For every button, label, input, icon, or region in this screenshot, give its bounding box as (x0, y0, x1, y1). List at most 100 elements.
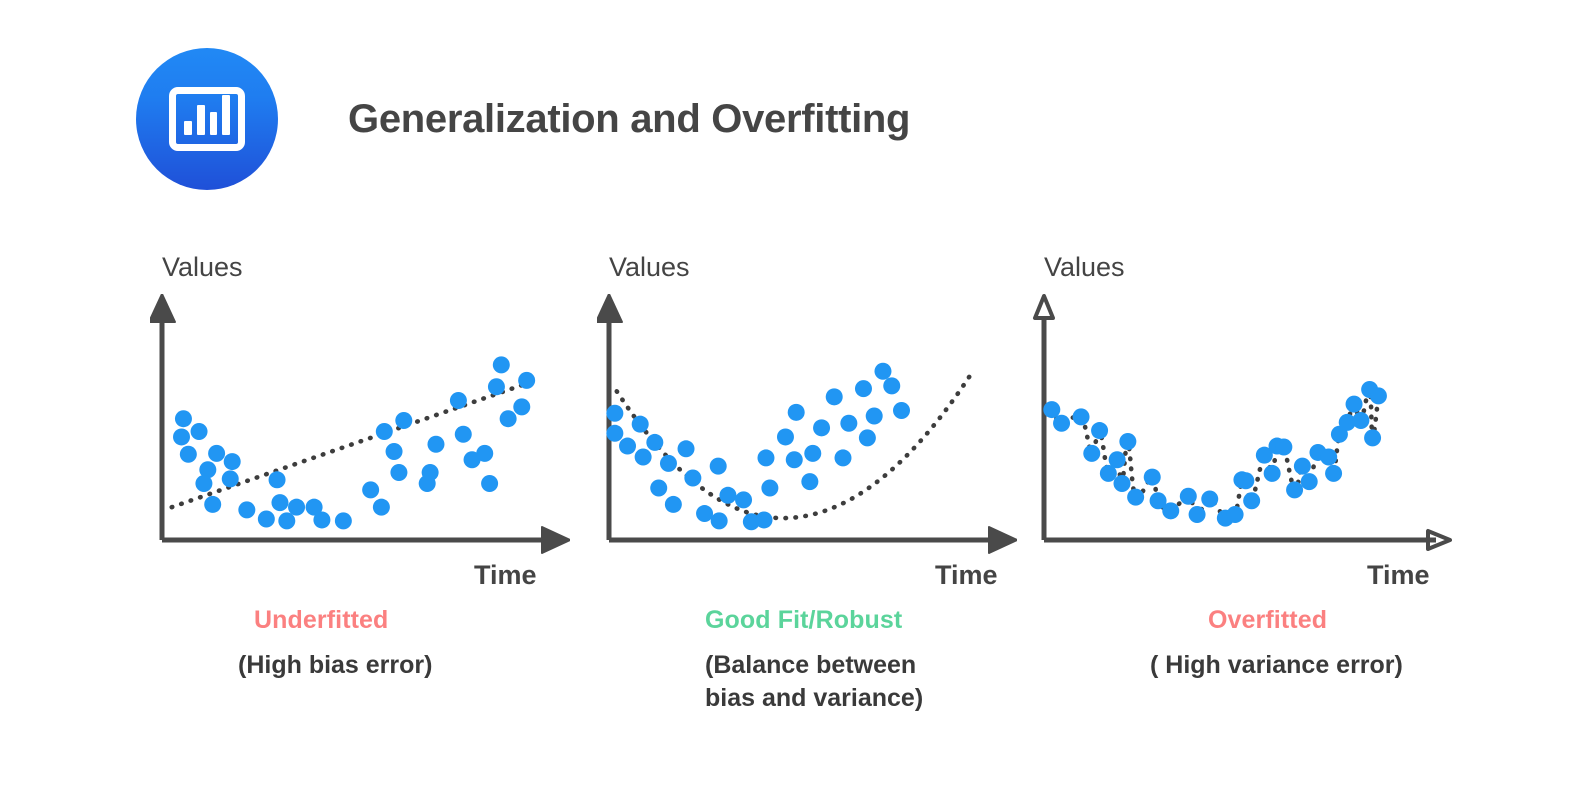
data-point (677, 440, 695, 458)
data-point (375, 422, 393, 440)
data-point (513, 398, 531, 416)
data-point (1325, 464, 1343, 482)
data-point (1162, 502, 1180, 520)
linear-fit-dotted-line (169, 380, 530, 510)
data-point (1201, 490, 1219, 508)
caption-title: Overfitted (1208, 606, 1328, 634)
logo-frame (169, 87, 245, 151)
caption-title: Underfitted (254, 606, 389, 634)
data-point (776, 428, 794, 446)
data-point (1345, 395, 1363, 413)
data-point (664, 495, 682, 513)
data-point (305, 498, 323, 516)
data-point (874, 362, 892, 380)
data-point (659, 454, 677, 472)
scatter-plot-overfitted (1033, 294, 1452, 551)
data-point (1369, 387, 1387, 405)
data-point (173, 428, 190, 446)
x-axis-label: Time (474, 560, 537, 590)
data-point (1043, 401, 1061, 419)
data-point (362, 481, 380, 499)
logo-bar-2 (196, 105, 205, 135)
data-point (518, 371, 536, 389)
data-point (858, 429, 876, 447)
data-point (813, 419, 831, 437)
data-point (195, 474, 213, 492)
data-point (710, 512, 728, 530)
x-axis-arrowhead (988, 526, 1017, 554)
data-point (1364, 429, 1382, 447)
data-point (427, 435, 445, 453)
logo-bar-1 (184, 121, 192, 135)
data-point (385, 443, 403, 461)
data-point (372, 498, 390, 516)
y-axis-label: Values (1044, 252, 1125, 282)
data-point (646, 433, 664, 451)
data-point (1119, 433, 1137, 450)
data-point (1300, 473, 1318, 491)
data-point (1188, 505, 1206, 523)
data-point (606, 424, 624, 442)
data-point (825, 388, 843, 406)
caption-subtitle: (Balance between bias and variance) (705, 650, 924, 713)
data-point (190, 422, 208, 440)
data-point (418, 474, 436, 492)
data-point (288, 498, 306, 516)
chart-panel-underfitted: Values Time Underfitted (High bias error… (150, 252, 590, 752)
data-point (1263, 464, 1281, 482)
data-point (804, 444, 822, 462)
data-point (1243, 492, 1261, 510)
chart-panel-good-fit: Values Time Good Fit/Robust (Balance bet… (597, 252, 1037, 752)
bar-chart-icon (136, 48, 278, 190)
data-point (199, 461, 217, 479)
data-point (481, 474, 499, 492)
data-point (755, 511, 773, 529)
page-header: Generalization and Overfitting (136, 48, 911, 190)
y-axis-label: Values (162, 252, 243, 282)
data-point (696, 505, 714, 523)
data-point (634, 448, 652, 466)
caption-title: Good Fit/Robust (705, 606, 903, 634)
data-point (271, 494, 289, 512)
data-point (883, 377, 901, 395)
data-point (334, 512, 352, 530)
data-point (1113, 474, 1131, 492)
data-point (1286, 481, 1304, 499)
data-point (492, 356, 510, 374)
caption-underfitted: Underfitted (High bias error) (150, 606, 694, 682)
caption-good-fit: Good Fit/Robust (Balance between bias an… (597, 606, 1145, 716)
data-point (221, 470, 239, 488)
data-point (834, 449, 852, 467)
quadratic-fit-dotted-curve (614, 367, 976, 521)
data-point (499, 410, 517, 428)
data-point (1179, 487, 1197, 505)
data-point (840, 414, 858, 432)
data-point (1320, 448, 1338, 466)
y-axis-label: Values (609, 252, 690, 282)
data-point (395, 412, 413, 430)
data-point (1143, 468, 1161, 486)
data-point (893, 402, 910, 419)
data-point (650, 479, 668, 497)
data-point (1053, 414, 1071, 432)
chart-panel-overfitted: Values Time Overfitted ( High variance e… (1032, 252, 1472, 752)
data-point (174, 410, 192, 428)
data-point (1072, 408, 1090, 426)
x-axis-arrowhead (541, 526, 570, 554)
x-axis-arrowhead (1426, 529, 1452, 551)
data-point (1237, 472, 1255, 490)
data-point (1338, 413, 1356, 431)
data-point (606, 404, 624, 422)
data-point (257, 510, 275, 528)
data-point (735, 491, 753, 509)
data-point (476, 444, 494, 462)
data-point (223, 453, 241, 471)
data-point (761, 479, 779, 497)
data-point (742, 513, 760, 531)
data-point (801, 473, 819, 491)
data-point (1099, 464, 1117, 482)
scatter-plot-good-fit (597, 294, 1017, 554)
caption-subtitle: (High bias error) (238, 650, 433, 679)
data-point (208, 444, 226, 462)
data-point (865, 407, 883, 425)
